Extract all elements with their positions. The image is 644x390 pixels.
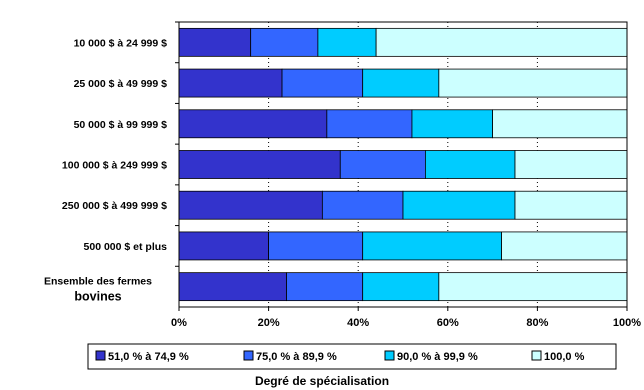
bar-segment (402, 190, 516, 220)
bar-segment (362, 68, 440, 98)
bar-segment (326, 109, 413, 139)
legend-swatch (531, 350, 542, 361)
category-label: 25 000 $ à 49 999 $ (74, 78, 168, 90)
category-label: 10 000 $ à 24 999 $ (74, 37, 168, 49)
bars (175, 21, 628, 302)
bar-segment (178, 68, 283, 98)
bar-segment (424, 150, 516, 179)
plot-border (178, 21, 628, 308)
legend-swatch (95, 350, 106, 361)
bar-segment (178, 109, 328, 139)
category-label: 250 000 $ à 499 999 $ (62, 200, 167, 212)
bar-segment (178, 27, 252, 57)
x-tick-label: 100% (613, 317, 641, 329)
bar-segment (362, 272, 440, 302)
legend-box (87, 343, 617, 370)
bar-segment (438, 272, 628, 302)
gridlines (178, 22, 628, 311)
bar-segment (492, 109, 628, 139)
bar-segment (514, 190, 628, 220)
legend-label: 100,0 % (544, 351, 585, 363)
x-tick-label: 80% (526, 317, 548, 329)
legend-label: 51,0 % à 74,9 % (108, 351, 189, 363)
x-axis-label: Degré de spécialisation (255, 374, 389, 388)
category-label: 100 000 $ à 249 999 $ (62, 160, 167, 172)
bar-segment (178, 150, 341, 179)
bar-segment (362, 231, 502, 261)
bar-segment (375, 27, 628, 57)
bar-segment (501, 231, 628, 261)
bar-segment (339, 150, 426, 179)
x-tick-label: 20% (258, 317, 280, 329)
legend: 51,0 % à 74,9 % 75,0 % à 89,9 % 90,0 % à 9… (87, 343, 617, 370)
x-tick-label: 0% (171, 317, 187, 329)
bar-segment (321, 190, 404, 220)
x-tick-label: 60% (437, 317, 459, 329)
legend-swatch (384, 350, 395, 361)
legend-label: 75,0 % à 89,9 % (256, 351, 337, 363)
legend-label: 90,0 % à 99,9 % (397, 351, 478, 363)
category-label: bovines (74, 290, 121, 304)
x-tick-label: 40% (347, 317, 369, 329)
bar-segment (178, 272, 287, 302)
bar-segment (411, 109, 493, 139)
bar-segment (268, 231, 364, 261)
axes (178, 21, 628, 308)
bar-segment (317, 27, 377, 57)
category-labels: 10 000 $ à 24 999 $ 25 000 $ à 49 999 $ 50… (44, 37, 167, 303)
category-label: Ensemble des fermes (44, 276, 152, 288)
legend-swatch (243, 350, 254, 361)
bar-segment (286, 272, 364, 302)
bar-segment (281, 68, 364, 98)
bar-segment (178, 190, 323, 220)
bar-segment (514, 150, 628, 179)
bar-segment (438, 68, 628, 98)
category-label: 50 000 $ à 99 999 $ (74, 119, 168, 131)
x-tick-labels: 0% 20% 40% 60% 80% 100% (171, 317, 641, 329)
bar-segment (178, 231, 269, 261)
category-label: 500 000 $ et plus (84, 241, 168, 253)
bar-segment (250, 27, 319, 57)
